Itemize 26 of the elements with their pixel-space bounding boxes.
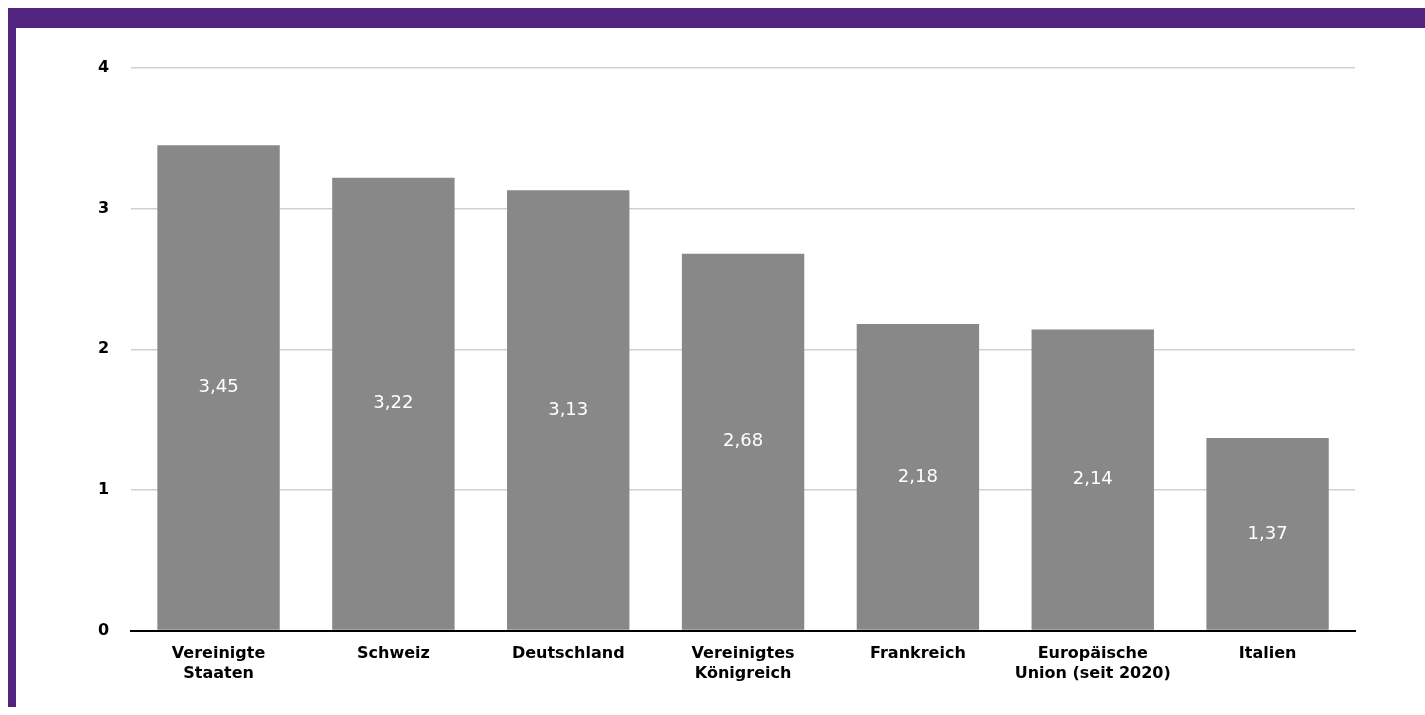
x-tick-label: Frankreich — [870, 643, 966, 663]
x-tick-label: Schweiz — [356, 643, 430, 663]
y-tick-label: 0 — [97, 619, 110, 639]
data-label: 2,68 — [723, 429, 764, 451]
y-tick-label: 3 — [97, 197, 110, 217]
bar — [1031, 329, 1154, 630]
data-label: 3,13 — [548, 397, 589, 419]
x-tick-label: Vereinigte Staaten — [171, 643, 266, 682]
data-label: 1,37 — [1247, 521, 1288, 543]
bar — [157, 145, 280, 630]
bar — [507, 190, 630, 630]
data-label: 2,14 — [1072, 467, 1113, 489]
y-tick-label: 1 — [97, 479, 110, 499]
bar — [856, 323, 980, 630]
x-tick-label: Europäische Union (seit 2020) — [1014, 643, 1171, 682]
y-tick-label: 2 — [97, 338, 110, 358]
x-tick-label: Italien — [1238, 643, 1297, 663]
bar — [1206, 437, 1329, 630]
y-tick-label: 4 — [97, 57, 110, 77]
bar — [681, 253, 805, 630]
data-label: 2,18 — [897, 464, 938, 486]
data-label: 3,22 — [373, 391, 414, 413]
bar — [332, 177, 455, 630]
data-label: 3,45 — [198, 375, 239, 397]
x-tick-label: Vereinigtes Königreich — [691, 643, 795, 682]
x-tick-label: Deutschland — [511, 643, 625, 663]
